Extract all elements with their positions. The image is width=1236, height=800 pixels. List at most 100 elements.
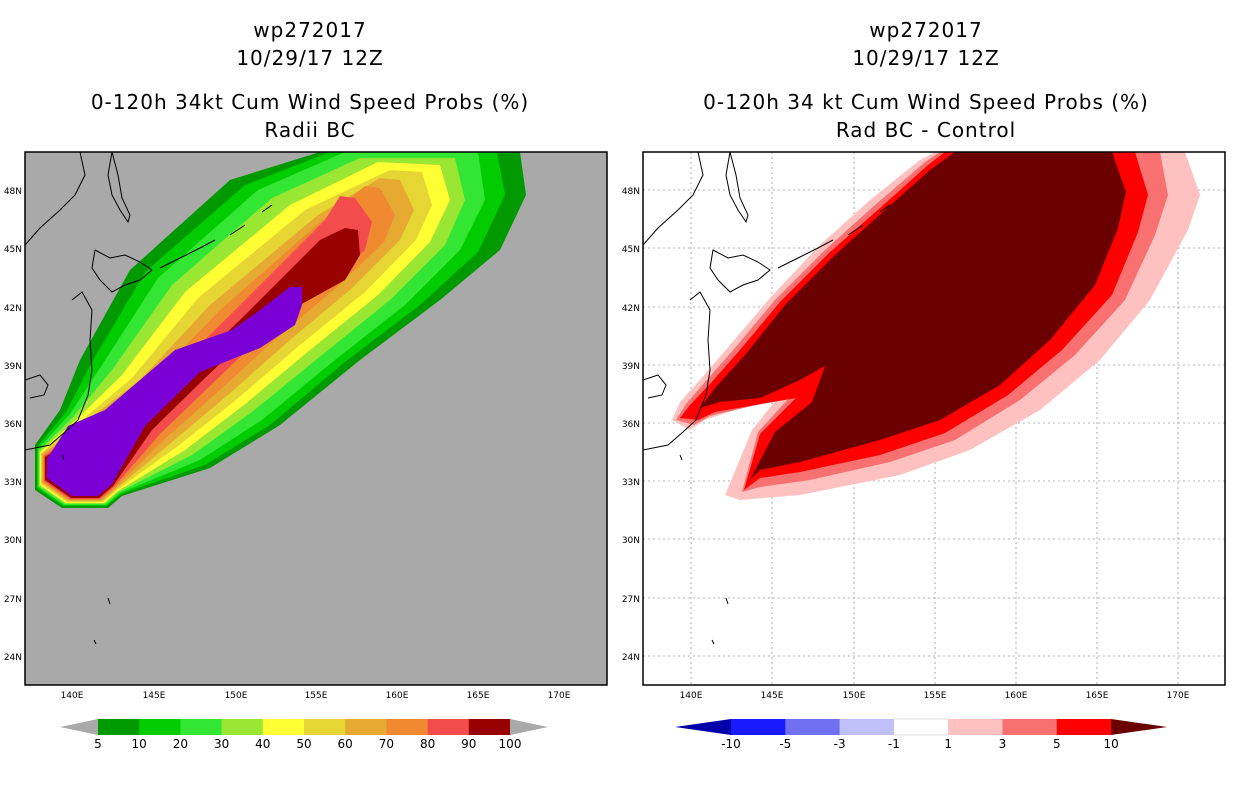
- left-lat-label-30N: 30N: [4, 536, 22, 546]
- right-colorbar-box-5: [1002, 719, 1058, 735]
- right-title: 0-120h 34 kt Cum Wind Speed Probs (%): [703, 90, 1149, 114]
- left-coast-honshu: [25, 291, 93, 451]
- left-lat-label-48N: 48N: [4, 187, 22, 197]
- left-lat-ticks: 48N 45N 42N 39N 36N 33N 30N 27N 24N: [4, 187, 22, 663]
- left-colorbar-label-100: 100: [499, 737, 522, 751]
- right-colorbar-label--1: -1: [888, 737, 900, 751]
- left-colorbar-label-90: 90: [461, 737, 476, 751]
- left-band-100: [47, 287, 302, 496]
- right-coast-honshu: [643, 291, 711, 451]
- left-probability-field: [35, 152, 526, 508]
- left-colorbar-label-20: 20: [173, 737, 188, 751]
- left-colorbar-high-arrow: [510, 719, 548, 735]
- right-lon-label-155E: 155E: [924, 691, 947, 701]
- left-colorbar-box-3: [221, 719, 264, 735]
- left-coast-kurils: [159, 204, 273, 269]
- right-colorbar-box-1: [785, 719, 841, 735]
- left-coast-sakhalin: [107, 152, 131, 224]
- left-subtitle: Radii BC: [264, 118, 356, 142]
- left-colorbar-low-arrow: [60, 719, 98, 735]
- left-lat-label-33N: 33N: [4, 478, 22, 488]
- right-coast-izu: [679, 454, 729, 645]
- right-coastlines: [643, 152, 891, 645]
- right-lon-label-150E: 150E: [843, 691, 866, 701]
- right-lon-label-160E: 160E: [1005, 691, 1028, 701]
- right-colorbar-label--3: -3: [834, 737, 846, 751]
- left-colorbar-label-50: 50: [296, 737, 311, 751]
- left-lat-label-27N: 27N: [4, 595, 22, 605]
- right-lon-ticks: 140E 145E 150E 155E 160E 165E 170E: [680, 691, 1190, 701]
- left-title: 0-120h 34kt Cum Wind Speed Probs (%): [90, 90, 530, 114]
- right-colorbar-label-5: 5: [1053, 737, 1061, 751]
- right-storm-id: wp272017: [869, 18, 983, 42]
- left-lon-label-140E: 140E: [61, 691, 84, 701]
- left-colorbar-label-5: 5: [94, 737, 102, 751]
- right-lat-ticks: 48N 45N 42N 39N 36N 33N 30N 27N 24N: [622, 187, 640, 663]
- right-map-frame: [642, 151, 1226, 686]
- left-lat-label-42N: 42N: [4, 304, 22, 314]
- left-colorbar-box-7: [386, 719, 429, 735]
- right-lon-label-170E: 170E: [1167, 691, 1190, 701]
- left-date: 10/29/17 12Z: [236, 46, 384, 70]
- left-colorbar-box-5: [304, 719, 346, 735]
- left-storm-id: wp272017: [253, 18, 367, 42]
- right-colorbar-box-3: [893, 718, 950, 736]
- left-lat-label-24N: 24N: [4, 653, 22, 663]
- right-date: 10/29/17 12Z: [852, 46, 1000, 70]
- right-colorbar-label--5: -5: [779, 737, 791, 751]
- left-title-block: wp272017 10/29/17 12Z 0-120h 34kt Cum Wi…: [0, 16, 620, 144]
- left-colorbar-box-0: [98, 719, 140, 735]
- right-lat-label-39N: 39N: [622, 362, 640, 372]
- left-coast-hokkaido: [91, 249, 153, 293]
- left-colorbar-label-40: 40: [255, 737, 270, 751]
- right-colorbar: -10 -5 -3 -1 1 3 5 10: [675, 718, 1168, 751]
- left-coast-izu: [61, 454, 111, 645]
- left-map: 140E 145E 150E 155E 160E 165E 170E 48N 4…: [4, 151, 608, 701]
- right-lat-label-36N: 36N: [622, 420, 640, 430]
- right-band-gt-10: [700, 152, 1126, 480]
- left-lon-label-165E: 165E: [467, 691, 490, 701]
- right-lat-label-48N: 48N: [622, 187, 640, 197]
- right-coast-korea: [643, 374, 667, 399]
- right-coast-hokkaido: [709, 249, 771, 293]
- left-map-frame: [24, 151, 608, 686]
- left-colorbar-box-9: [468, 719, 511, 735]
- right-lon-label-145E: 145E: [761, 691, 784, 701]
- left-colorbar-box-2: [180, 719, 223, 735]
- left-colorbar-box-4: [262, 719, 305, 735]
- right-colorbar-box-0: [731, 719, 786, 735]
- left-lon-label-155E: 155E: [305, 691, 328, 701]
- right-lat-label-45N: 45N: [622, 245, 640, 255]
- right-colorbar-high-arrow: [1111, 719, 1168, 735]
- right-coast-kurils: [777, 204, 891, 269]
- left-lon-label-170E: 170E: [548, 691, 571, 701]
- left-colorbar-label-80: 80: [420, 737, 435, 751]
- right-colorbar-label-3: 3: [999, 737, 1007, 751]
- right-colorbar-label-1: 1: [944, 737, 952, 751]
- left-lon-label-160E: 160E: [386, 691, 409, 701]
- left-coast-russia: [25, 152, 86, 246]
- left-colorbar-label-70: 70: [379, 737, 394, 751]
- right-lat-label-30N: 30N: [622, 536, 640, 546]
- left-lat-label-36N: 36N: [4, 420, 22, 430]
- left-lon-label-150E: 150E: [225, 691, 248, 701]
- right-colorbar-label--10: -10: [721, 737, 741, 751]
- right-subtitle: Rad BC - Control: [835, 118, 1017, 142]
- right-colorbar-low-arrow: [675, 719, 731, 735]
- right-colorbar-box-2: [839, 719, 895, 735]
- right-lon-label-140E: 140E: [680, 691, 703, 701]
- right-lat-label-24N: 24N: [622, 653, 640, 663]
- left-colorbar-box-1: [139, 719, 181, 735]
- right-title-block: wp272017 10/29/17 12Z 0-120h 34 kt Cum W…: [616, 16, 1236, 144]
- left-colorbar-label-10: 10: [132, 737, 147, 751]
- right-colorbar-box-4: [948, 719, 1003, 735]
- right-colorbar-label-10: 10: [1103, 737, 1118, 751]
- left-colorbar-box-8: [427, 719, 470, 735]
- right-coast-russia: [643, 152, 704, 246]
- right-lon-label-165E: 165E: [1086, 691, 1109, 701]
- left-coast-korea: [25, 374, 49, 399]
- right-coast-sakhalin: [725, 152, 749, 224]
- right-colorbar-box-6: [1056, 719, 1112, 735]
- left-colorbar-label-60: 60: [338, 737, 353, 751]
